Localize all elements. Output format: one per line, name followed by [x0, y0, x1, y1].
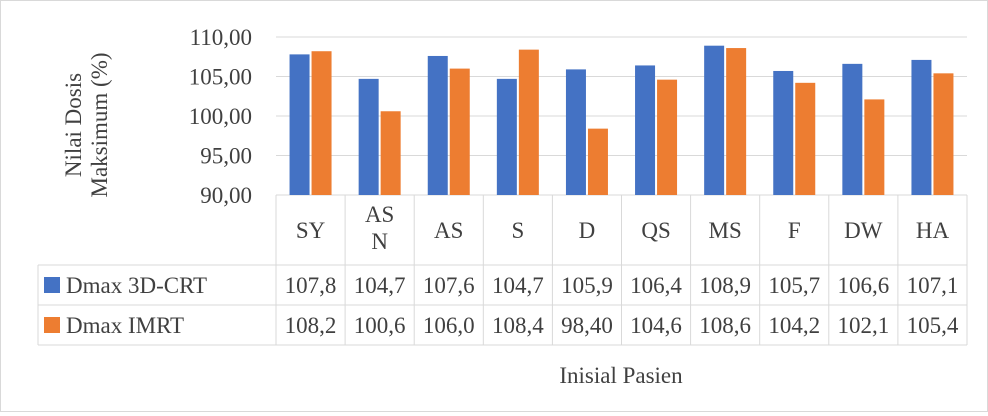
bar-dmax-imrt [726, 48, 747, 196]
bar-dmax-3d-crt [358, 78, 379, 195]
y-tick-label: 100,00 [189, 104, 252, 129]
bar-dmax-3d-crt [496, 78, 517, 195]
data-label: 107,6 [423, 273, 475, 298]
legend-label: Dmax IMRT [66, 313, 184, 338]
bar-dmax-imrt [587, 128, 608, 195]
x-tick-label: DW [844, 218, 883, 243]
x-tick-label: HA [916, 218, 950, 243]
y-tick-label: 95,00 [200, 144, 252, 169]
bar-dmax-imrt [311, 51, 332, 195]
x-tick-label: SY [296, 218, 326, 243]
bar-dmax-3d-crt [704, 45, 725, 195]
data-label: 108,2 [285, 313, 337, 338]
x-tick-label: N [371, 229, 388, 254]
data-label: 108,9 [699, 273, 751, 298]
bar-dmax-imrt [933, 73, 954, 195]
y-axis-label-line-2: Maksimum (%) [87, 52, 112, 197]
x-axis-label: Inisial Pasien [559, 363, 683, 388]
data-label: 106,0 [423, 313, 475, 338]
bar-dmax-3d-crt [565, 69, 586, 195]
data-label: 107,8 [285, 273, 337, 298]
bar-dmax-3d-crt [911, 59, 932, 195]
bar-dmax-3d-crt [635, 65, 656, 195]
data-label: 104,6 [630, 313, 682, 338]
y-tick-label: 105,00 [189, 65, 252, 90]
data-label: 108,6 [699, 313, 751, 338]
y-tick-label: 90,00 [200, 183, 252, 208]
bar-dmax-imrt [380, 111, 401, 195]
bar-dmax-imrt [657, 79, 678, 195]
x-tick-label: AS [434, 218, 463, 243]
data-label: 104,7 [492, 273, 544, 298]
bar-dmax-3d-crt [842, 63, 863, 195]
data-label: 106,6 [837, 273, 889, 298]
data-label: 106,4 [630, 273, 682, 298]
x-tick-label: AS [365, 202, 394, 227]
bar-dmax-3d-crt [289, 54, 310, 195]
data-label: 104,2 [768, 313, 820, 338]
x-tick-label: QS [641, 218, 670, 243]
bar-dmax-imrt [449, 68, 470, 195]
x-tick-label: D [579, 218, 596, 243]
legend-swatch [44, 317, 60, 333]
y-axis-label-line-1: Nilai Dosis [61, 73, 86, 177]
bar-dmax-3d-crt [427, 55, 448, 196]
bar-dmax-imrt [795, 82, 816, 195]
bar-dmax-imrt [518, 49, 539, 195]
data-label: 100,6 [354, 313, 406, 338]
x-tick-label: F [788, 218, 801, 243]
data-label: 108,4 [492, 313, 544, 338]
x-tick-label: S [511, 218, 524, 243]
bar-dmax-3d-crt [773, 70, 794, 195]
legend-label: Dmax 3D-CRT [66, 273, 207, 298]
legend-swatch [44, 277, 60, 293]
data-label: 102,1 [837, 313, 889, 338]
bar-dmax-imrt [864, 99, 885, 195]
data-label: 105,4 [907, 313, 959, 338]
data-label: 104,7 [354, 273, 406, 298]
data-label: 107,1 [907, 273, 959, 298]
data-label: 98,40 [561, 313, 613, 338]
x-tick-label: MS [709, 218, 742, 243]
y-tick-label: 110,00 [190, 25, 252, 50]
data-label: 105,7 [768, 273, 820, 298]
data-label: 105,9 [561, 273, 613, 298]
